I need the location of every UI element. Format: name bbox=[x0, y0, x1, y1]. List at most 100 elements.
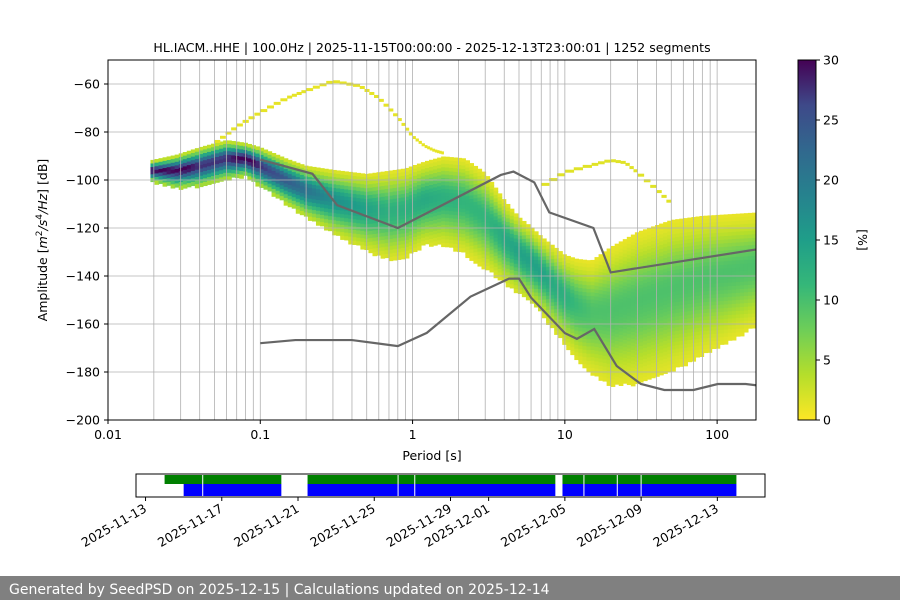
psd-cell bbox=[291, 186, 297, 191]
psd-cell bbox=[239, 142, 244, 147]
psd-cell bbox=[295, 180, 301, 185]
psd-cell bbox=[711, 247, 717, 252]
psd-cell bbox=[223, 158, 228, 163]
psd-cell bbox=[517, 275, 523, 280]
psd-cell bbox=[320, 204, 325, 209]
psd-cell bbox=[336, 174, 341, 179]
psd-cell bbox=[630, 288, 636, 293]
psd-cell bbox=[445, 210, 450, 215]
psd-cell bbox=[384, 207, 390, 212]
psd-cell bbox=[473, 194, 479, 199]
colorbar-tick-label: 0 bbox=[823, 413, 831, 428]
psd-cell bbox=[445, 167, 450, 172]
psd-cell bbox=[328, 180, 333, 185]
psd-cell bbox=[525, 274, 531, 279]
psd-cell bbox=[582, 349, 588, 354]
psd-cell bbox=[449, 214, 454, 219]
psd-cell bbox=[667, 325, 672, 330]
psd-cell bbox=[324, 175, 329, 181]
psd-cell bbox=[606, 284, 612, 289]
psd-cell bbox=[711, 319, 717, 324]
psd-cell bbox=[384, 174, 390, 179]
psd-cell bbox=[517, 239, 523, 244]
used-data-bar bbox=[307, 484, 556, 496]
psd-cell bbox=[433, 180, 438, 185]
psd-cell bbox=[638, 309, 644, 315]
psd-cell bbox=[521, 246, 527, 251]
psd-cell bbox=[445, 239, 450, 244]
psd-cell bbox=[695, 266, 701, 272]
psd-cell bbox=[481, 243, 487, 248]
psd-cell bbox=[202, 171, 208, 176]
psd-cell bbox=[663, 333, 668, 338]
psd-cell bbox=[663, 315, 668, 320]
psd-cell bbox=[566, 331, 571, 336]
psd-cell bbox=[683, 279, 688, 284]
psd-cell bbox=[538, 235, 543, 240]
psd-cell bbox=[424, 189, 430, 194]
psd-cell bbox=[630, 364, 636, 369]
psd-cell bbox=[727, 235, 733, 240]
psd-cell bbox=[683, 344, 688, 349]
psd-cell bbox=[469, 242, 475, 247]
psd-cell bbox=[602, 305, 608, 310]
psd-cell bbox=[497, 247, 503, 252]
psd-cell bbox=[614, 315, 620, 320]
psd-cell bbox=[586, 332, 592, 337]
psd-cell bbox=[663, 243, 668, 248]
psd-cell bbox=[642, 276, 648, 281]
psd-cell bbox=[311, 166, 317, 172]
psd-cell bbox=[533, 292, 539, 297]
psd-cell bbox=[751, 259, 756, 264]
psd-cell bbox=[727, 271, 733, 276]
psd-cell bbox=[348, 186, 353, 191]
psd-cell bbox=[307, 166, 313, 171]
psd-cell bbox=[473, 237, 479, 243]
psd-cell bbox=[582, 292, 588, 297]
psd-cell bbox=[590, 364, 596, 369]
psd-cell bbox=[332, 184, 337, 189]
psd-cell bbox=[324, 226, 329, 231]
psd-cell bbox=[586, 278, 592, 283]
psd-cell bbox=[299, 189, 305, 194]
psd-cell bbox=[711, 283, 717, 288]
psd-cell bbox=[509, 262, 515, 267]
psd-cell bbox=[723, 282, 729, 288]
psd-cell bbox=[642, 272, 648, 277]
psd-outlier-cell bbox=[429, 147, 433, 151]
psd-cell bbox=[598, 268, 604, 273]
psd-cell bbox=[437, 179, 442, 184]
psd-cell bbox=[239, 167, 244, 172]
psd-cell bbox=[433, 237, 438, 243]
psd-cell bbox=[630, 306, 636, 311]
psd-cell bbox=[703, 251, 709, 256]
psd-cell bbox=[739, 317, 745, 323]
psd-cell bbox=[667, 224, 672, 229]
psd-cell bbox=[638, 324, 644, 329]
psd-cell bbox=[360, 176, 366, 182]
psd-cell bbox=[550, 251, 555, 257]
psd-cell bbox=[485, 266, 491, 271]
psd-cell bbox=[735, 260, 741, 265]
psd-cell bbox=[719, 333, 725, 338]
psd-cell bbox=[614, 276, 620, 281]
psd-cell bbox=[659, 223, 664, 228]
psd-cell bbox=[667, 339, 672, 344]
psd-cell bbox=[404, 229, 410, 234]
psd-cell bbox=[336, 220, 341, 226]
psd-cell bbox=[481, 196, 487, 201]
psd-cell bbox=[687, 318, 693, 323]
psd-cell bbox=[675, 283, 680, 289]
psd-cell bbox=[590, 349, 596, 355]
psd-cell bbox=[647, 299, 652, 305]
psd-cell bbox=[429, 242, 434, 247]
psd-cell bbox=[723, 268, 729, 273]
psd-cell bbox=[735, 289, 741, 294]
psd-cell bbox=[219, 163, 224, 168]
psd-cell bbox=[158, 161, 164, 166]
psd-outlier-cell bbox=[643, 179, 651, 183]
psd-cell bbox=[586, 303, 592, 308]
psd-cell bbox=[449, 196, 454, 201]
psd-cell bbox=[352, 175, 357, 181]
psd-cell bbox=[315, 185, 321, 190]
